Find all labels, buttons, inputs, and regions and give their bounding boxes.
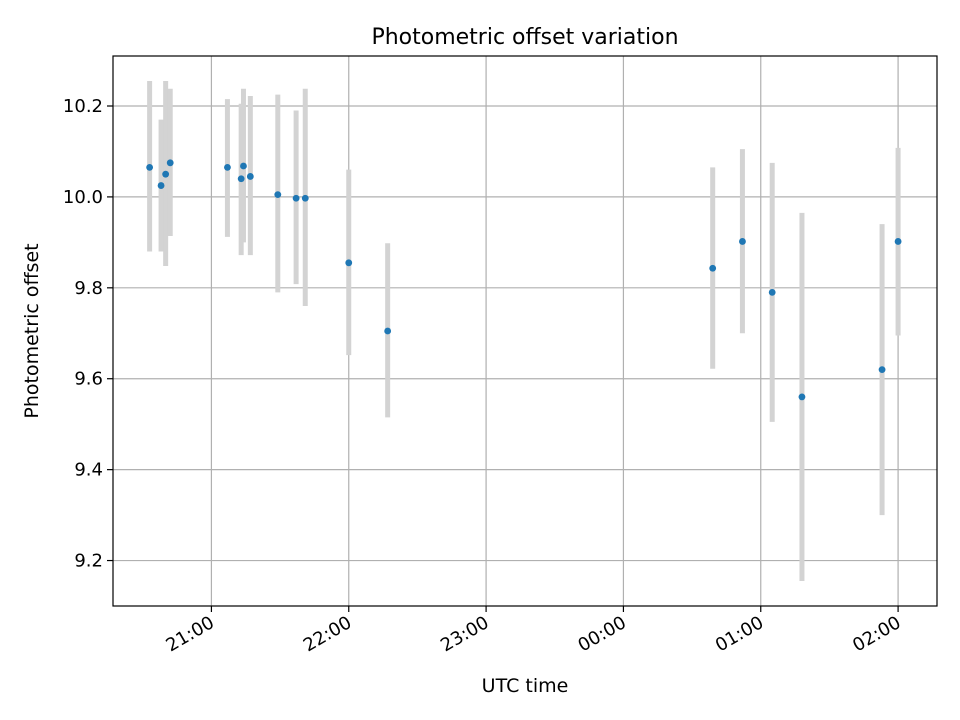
- chart-title: Photometric offset variation: [371, 25, 678, 50]
- data-point: [709, 264, 717, 272]
- plot-frame: [112, 55, 938, 607]
- x-axis-ticks: 21:00 22:00 23:00 00:00 01:00 02:00: [162, 606, 905, 656]
- y-tick-label: 9.2: [74, 551, 103, 572]
- y-axis-label: Photometric offset: [21, 243, 43, 418]
- data-point: [166, 159, 174, 167]
- x-tick-label: 22:00: [300, 612, 355, 656]
- y-tick-label: 9.6: [74, 369, 103, 390]
- data-point: [384, 327, 392, 335]
- data-point: [739, 238, 746, 245]
- y-tick-label: 10.2: [63, 96, 103, 117]
- data-point: [274, 191, 282, 199]
- data-point: [157, 182, 165, 189]
- data-point: [162, 170, 170, 178]
- x-axis-label: UTC time: [482, 675, 569, 697]
- data-point: [301, 194, 309, 202]
- data-point: [237, 175, 245, 183]
- x-tick-label: 01:00: [712, 612, 767, 656]
- data-point: [146, 163, 154, 171]
- y-tick-label: 10.0: [63, 187, 103, 208]
- data-point: [878, 366, 886, 374]
- x-tick-label: 00:00: [574, 612, 629, 656]
- data-point: [768, 288, 776, 296]
- data-point: [224, 163, 231, 171]
- x-tick-label: 02:00: [849, 612, 904, 656]
- data-point: [292, 194, 300, 202]
- y-tick-label: 9.4: [74, 460, 103, 481]
- grid-lines: [113, 56, 937, 606]
- data-point: [240, 162, 247, 170]
- y-tick-label: 9.8: [74, 278, 103, 299]
- data-point: [798, 393, 806, 401]
- data-point: [246, 173, 254, 180]
- error-bars: [147, 81, 901, 581]
- y-axis-ticks: 9.2 9.4 9.6 9.8 10.0 10.2: [63, 96, 113, 572]
- data-point: [894, 238, 902, 245]
- x-tick-label: 23:00: [437, 612, 492, 656]
- data-point: [345, 259, 353, 267]
- x-tick-label: 21:00: [162, 612, 217, 656]
- data-points: [146, 159, 902, 401]
